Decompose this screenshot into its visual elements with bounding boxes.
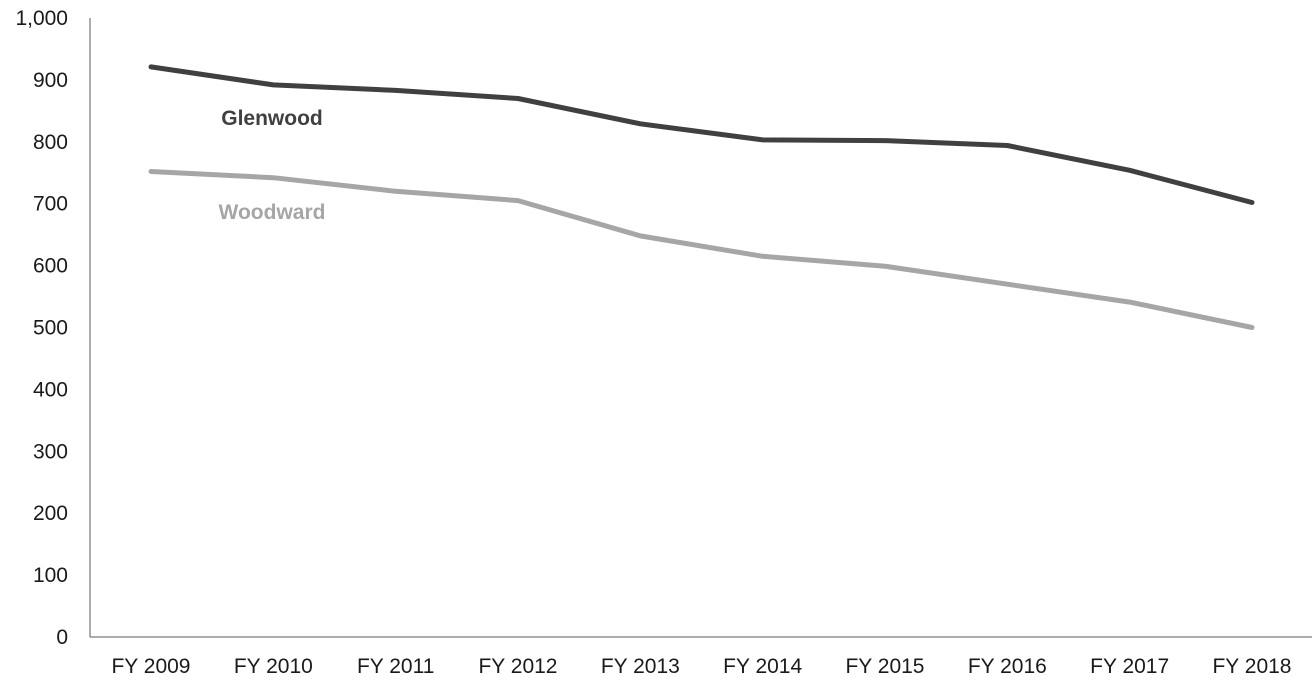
y-tick-label: 600 xyxy=(33,255,68,278)
y-tick-label: 300 xyxy=(33,440,68,463)
x-tick-label: FY 2009 xyxy=(111,655,190,678)
series-label-woodward: Woodward xyxy=(219,201,326,224)
y-tick-label: 700 xyxy=(33,193,68,216)
x-tick-label: FY 2016 xyxy=(968,655,1047,678)
series-labels: Glenwood Woodward xyxy=(219,107,326,224)
x-tick-label: FY 2018 xyxy=(1212,655,1291,678)
x-tick-label: FY 2012 xyxy=(478,655,557,678)
y-tick-label: 1,000 xyxy=(15,7,68,30)
series-label-glenwood: Glenwood xyxy=(221,107,323,130)
y-tick-label: 800 xyxy=(33,131,68,154)
x-tick-label: FY 2010 xyxy=(234,655,313,678)
y-tick-label: 400 xyxy=(33,378,68,401)
y-tick-label: 500 xyxy=(33,317,68,340)
y-tick-label: 100 xyxy=(33,564,68,587)
x-tick-label: FY 2015 xyxy=(845,655,924,678)
x-tick-label: FY 2013 xyxy=(601,655,680,678)
x-tick-label: FY 2011 xyxy=(357,655,434,678)
y-tick-label: 200 xyxy=(33,502,68,525)
x-tick-label: FY 2014 xyxy=(723,655,802,678)
y-tick-label: 900 xyxy=(33,69,68,92)
series-line-woodward xyxy=(148,169,1255,330)
series-lines xyxy=(148,64,1255,330)
y-axis: 0 100 200 300 400 500 600 700 800 900 1,000 xyxy=(15,7,91,649)
y-tick-label: 0 xyxy=(56,626,68,649)
x-axis: FY 2009 FY 2010 FY 2011 FY 2012 FY 2013 FY 20… xyxy=(90,636,1312,678)
x-tick-label: FY 2017 xyxy=(1090,655,1169,678)
series-line-glenwood xyxy=(148,64,1255,205)
